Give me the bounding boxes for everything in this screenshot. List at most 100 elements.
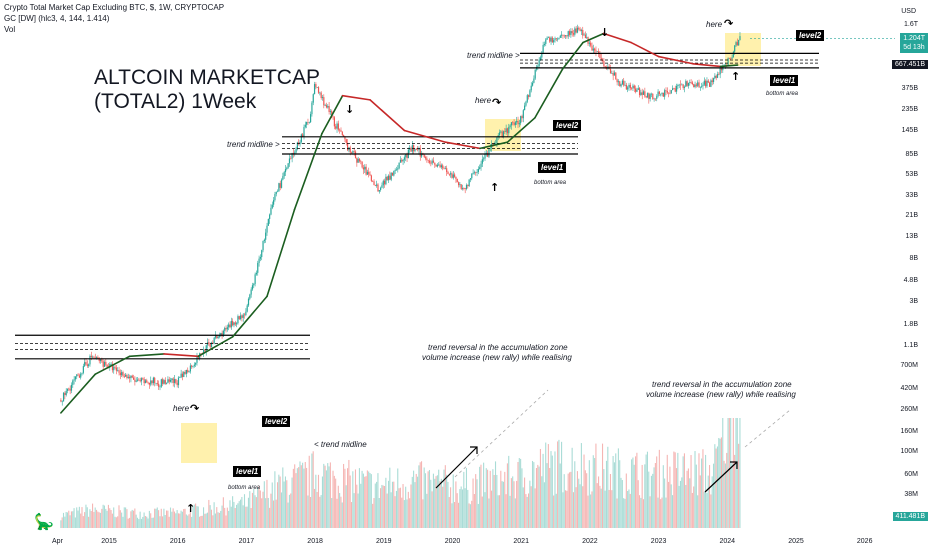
volume-header[interactable]: Vol (4, 25, 16, 34)
candle-body (584, 34, 587, 39)
volume-bar (181, 511, 183, 528)
candle-body (609, 68, 612, 74)
volume-bar (638, 495, 641, 528)
volume-bar (521, 468, 523, 528)
volume-bar (391, 481, 394, 528)
volume-bar (491, 490, 493, 528)
volume-bar (202, 507, 205, 528)
gc-curve-segment (163, 353, 200, 358)
volume-bar (390, 492, 392, 528)
volume-bar (734, 454, 736, 528)
candle-body (567, 31, 569, 37)
volume-bar (454, 502, 456, 528)
volume-bar (150, 513, 152, 528)
volume-bar (119, 510, 121, 528)
candle-body (428, 160, 431, 163)
gc-curve-segment (403, 129, 447, 144)
volume-bar (475, 474, 477, 528)
volume-bar (682, 456, 684, 528)
volume-bar (233, 501, 235, 528)
volume-bar (578, 478, 580, 528)
volume-bar (123, 507, 125, 528)
candle-body (572, 33, 575, 35)
volume-bar (435, 476, 437, 528)
level1-tag-2: level1 (538, 162, 567, 173)
volume-bar (92, 503, 94, 528)
volume-bar (714, 444, 716, 528)
candle-body (583, 34, 585, 36)
volume-bar (68, 510, 70, 528)
candle-body (718, 74, 720, 75)
volume-bar (189, 508, 191, 528)
candle-body (150, 380, 152, 385)
volume-bar (549, 467, 551, 528)
volume-bar (699, 475, 701, 528)
volume-bar (239, 499, 242, 528)
candle-body (431, 160, 433, 164)
volume-bar (184, 508, 186, 528)
candle-body (395, 169, 398, 171)
candle-body (287, 163, 289, 168)
volume-bar (670, 484, 672, 528)
volume-bar (719, 438, 721, 528)
volume-bar (690, 455, 692, 528)
volume-bar (366, 470, 368, 528)
volume-bar (274, 471, 276, 528)
candle-body (419, 148, 421, 157)
candle-body (172, 378, 174, 383)
volume-bar (82, 516, 84, 528)
candle-body (502, 131, 505, 138)
volume-bar (382, 485, 384, 528)
volume-bar (271, 482, 273, 528)
volume-bar (517, 462, 519, 528)
candle-body (526, 95, 528, 102)
candle-body (261, 250, 263, 258)
candle-body (324, 105, 326, 106)
candle-body (529, 90, 531, 97)
volume-bar (298, 467, 300, 528)
candle-body (652, 93, 654, 99)
candle-body (88, 364, 90, 366)
candle-body (387, 175, 390, 181)
candle-body (307, 122, 309, 123)
volume-bar (86, 507, 88, 528)
candle-body (303, 126, 305, 137)
volume-bar (598, 476, 600, 528)
candle-body (459, 184, 461, 186)
volume-bar (702, 449, 704, 528)
indicator-header[interactable]: GC [DW] (hlc3, 4, 144, 1.414) (4, 14, 110, 23)
candle-body (80, 373, 82, 378)
symbol-header[interactable]: Crypto Total Market Cap Excluding BTC, $… (4, 3, 225, 12)
volume-bar (513, 481, 515, 528)
volume-bar (496, 474, 498, 528)
candle-body (365, 166, 367, 175)
candle-body (510, 122, 513, 126)
candle-body (701, 86, 703, 87)
candle-body (542, 44, 544, 53)
candle-body (156, 383, 158, 384)
volume-bar (718, 437, 720, 528)
volume-bar (394, 496, 396, 528)
candle-body (179, 377, 181, 378)
candle-body (353, 151, 355, 152)
candle-body (377, 184, 379, 192)
volume-bar (646, 451, 649, 528)
candle-body (291, 152, 293, 159)
here-label-2: here (475, 96, 492, 105)
volume-bar (698, 453, 700, 528)
volume-bar (407, 491, 409, 528)
candle-body (662, 92, 664, 97)
volume-bar (282, 467, 284, 528)
candle-body (217, 336, 219, 339)
price-tick-label: 3B (909, 298, 918, 306)
candle-body (469, 178, 472, 180)
currency-label[interactable]: USD (901, 8, 916, 15)
candle-body (225, 327, 227, 330)
candle-body (685, 81, 687, 87)
volume-bar (624, 498, 626, 528)
volume-bar (343, 463, 345, 528)
candle-body (690, 82, 692, 83)
candle-body (192, 365, 194, 367)
candle-body (195, 362, 197, 365)
volume-bar (633, 464, 635, 528)
